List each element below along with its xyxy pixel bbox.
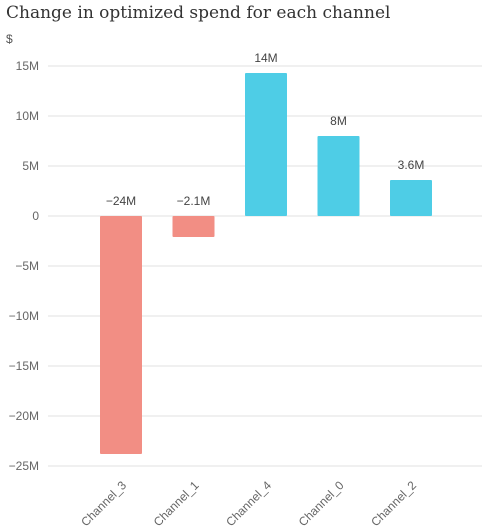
category-labels: Channel_3 Channel_1 Channel_4 Channel_0 Chan…	[78, 478, 419, 526]
bar-channel-0	[317, 136, 360, 216]
y-tick-label: −15M	[9, 359, 39, 373]
value-label: 8M	[330, 114, 347, 128]
y-tick-label: 0	[32, 209, 39, 223]
y-tick-label: −5M	[15, 259, 39, 273]
y-tick-label: −25M	[9, 459, 39, 473]
category-label: Channel_4	[223, 478, 274, 526]
category-label: Channel_0	[296, 478, 347, 526]
value-label: −2.1M	[177, 194, 211, 208]
chart-title: Change in optimized spend for each chann…	[6, 3, 391, 23]
category-label: Channel_2	[368, 478, 419, 526]
category-label: Channel_3	[78, 478, 129, 526]
y-tick-label: 15M	[16, 59, 39, 73]
bar-channel-1	[172, 216, 215, 237]
value-label: −24M	[106, 194, 136, 208]
y-tick-label: 5M	[22, 159, 39, 173]
bar-channel-2	[390, 180, 432, 216]
bar-channel-3	[100, 216, 142, 454]
y-tick-label: −10M	[9, 309, 39, 323]
value-labels: −24M −2.1M 14M 8M 3.6M	[106, 51, 425, 208]
bars	[100, 73, 432, 454]
value-label: 3.6M	[398, 158, 425, 172]
y-tick-label: −20M	[9, 409, 39, 423]
y-tick-labels: 15M 10M 5M 0 −5M −10M −15M −20M −25M	[9, 59, 40, 473]
value-label: 14M	[254, 51, 277, 65]
y-tick-label: 10M	[16, 109, 39, 123]
y-axis-label: $	[6, 32, 13, 46]
category-label: Channel_1	[151, 478, 202, 526]
bar-channel-4	[245, 73, 287, 216]
